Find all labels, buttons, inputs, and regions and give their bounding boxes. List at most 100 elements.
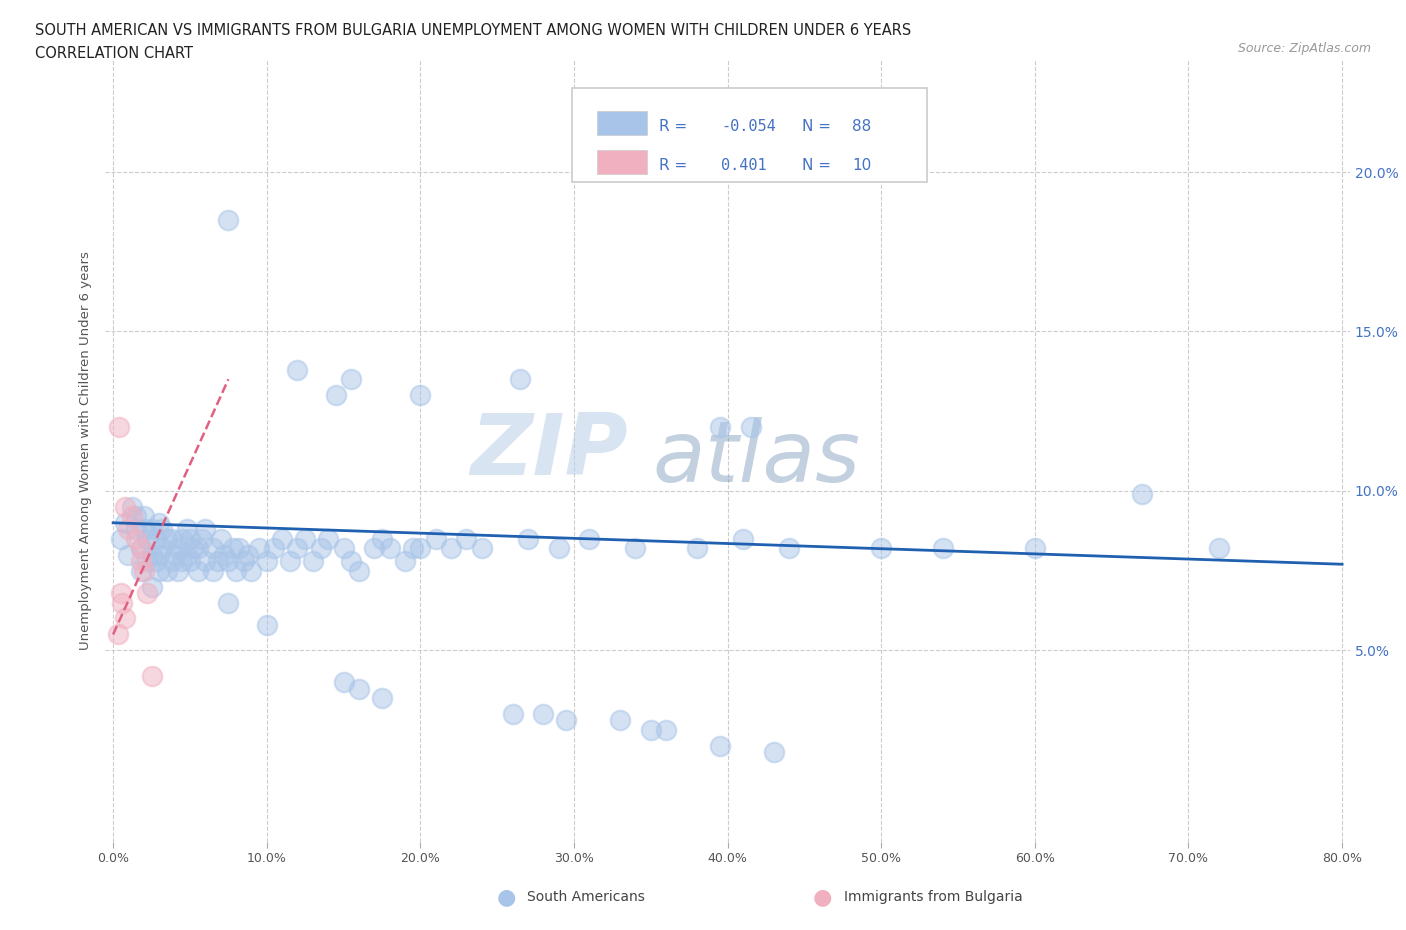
Point xyxy=(110,531,132,546)
Point xyxy=(316,531,339,546)
Point xyxy=(141,522,163,537)
Point xyxy=(194,522,217,537)
Point xyxy=(217,595,239,610)
Point xyxy=(148,564,170,578)
Bar xyxy=(598,112,647,135)
Point xyxy=(425,531,447,546)
Text: ●: ● xyxy=(813,887,832,908)
Point xyxy=(125,531,148,546)
Point xyxy=(740,419,762,434)
Point xyxy=(256,553,278,568)
Point xyxy=(655,723,678,737)
Point xyxy=(931,541,953,556)
Point xyxy=(731,531,754,546)
Point xyxy=(108,419,131,434)
Point xyxy=(263,541,285,556)
Point xyxy=(187,541,209,556)
Point xyxy=(179,531,201,546)
Point xyxy=(148,515,170,530)
Text: 0.401: 0.401 xyxy=(721,158,768,173)
Point xyxy=(172,553,194,568)
Point xyxy=(166,541,188,556)
Point xyxy=(709,419,731,434)
Point xyxy=(709,738,731,753)
Text: ZIP: ZIP xyxy=(471,409,628,493)
Point xyxy=(1208,541,1230,556)
Point xyxy=(686,541,709,556)
Point xyxy=(278,553,301,568)
Point xyxy=(148,547,170,562)
Point xyxy=(222,541,245,556)
Point xyxy=(1130,486,1153,501)
Point xyxy=(110,586,132,601)
Point xyxy=(363,541,385,556)
Point xyxy=(1024,541,1046,556)
Point xyxy=(145,553,167,568)
Point xyxy=(163,547,186,562)
Text: SOUTH AMERICAN VS IMMIGRANTS FROM BULGARIA UNEMPLOYMENT AMONG WOMEN WITH CHILDRE: SOUTH AMERICAN VS IMMIGRANTS FROM BULGAR… xyxy=(35,23,911,38)
Point xyxy=(547,541,569,556)
Point xyxy=(778,541,800,556)
Point xyxy=(117,547,139,562)
Point xyxy=(640,723,662,737)
Point xyxy=(114,499,136,514)
Point xyxy=(201,541,224,556)
Text: -0.054: -0.054 xyxy=(721,119,776,134)
Point xyxy=(136,531,159,546)
Point xyxy=(160,553,183,568)
Point xyxy=(578,531,600,546)
Point xyxy=(129,541,152,556)
Point xyxy=(409,388,432,403)
Point xyxy=(301,553,323,568)
Point xyxy=(141,547,163,562)
Y-axis label: Unemployment Among Women with Children Under 6 years: Unemployment Among Women with Children U… xyxy=(79,252,93,650)
Point xyxy=(332,541,354,556)
Point xyxy=(212,547,235,562)
Point xyxy=(179,553,201,568)
Point xyxy=(114,515,136,530)
Point xyxy=(624,541,647,556)
Point xyxy=(347,564,370,578)
Point xyxy=(870,541,893,556)
Point xyxy=(409,541,432,556)
Point xyxy=(456,531,478,546)
Point xyxy=(240,564,263,578)
Point xyxy=(394,553,416,568)
Text: South Americans: South Americans xyxy=(527,890,645,905)
Point xyxy=(378,541,401,556)
Point xyxy=(117,522,139,537)
Point xyxy=(287,541,309,556)
Point xyxy=(191,531,214,546)
Point xyxy=(207,553,229,568)
Point xyxy=(228,541,250,556)
Text: ●: ● xyxy=(496,887,516,908)
Point xyxy=(287,363,309,378)
Point xyxy=(141,579,163,594)
Point xyxy=(516,531,538,546)
Point xyxy=(129,564,152,578)
Bar xyxy=(598,151,647,174)
Point xyxy=(141,669,163,684)
Point xyxy=(502,707,524,722)
Point xyxy=(271,531,294,546)
Point xyxy=(132,509,155,524)
Point xyxy=(132,564,155,578)
Point xyxy=(402,541,425,556)
Point xyxy=(129,553,152,568)
Text: Immigrants from Bulgaria: Immigrants from Bulgaria xyxy=(844,890,1022,905)
Point xyxy=(107,627,129,642)
Point xyxy=(145,531,167,546)
Point xyxy=(471,541,494,556)
Point xyxy=(150,541,173,556)
Text: 88: 88 xyxy=(852,119,872,134)
Point xyxy=(121,509,143,524)
Point xyxy=(150,522,173,537)
Point xyxy=(531,707,554,722)
Point xyxy=(325,388,347,403)
Point xyxy=(309,541,332,556)
Point xyxy=(172,531,194,546)
Point xyxy=(217,212,239,227)
Point xyxy=(176,547,198,562)
Point xyxy=(217,553,239,568)
Point xyxy=(121,499,143,514)
